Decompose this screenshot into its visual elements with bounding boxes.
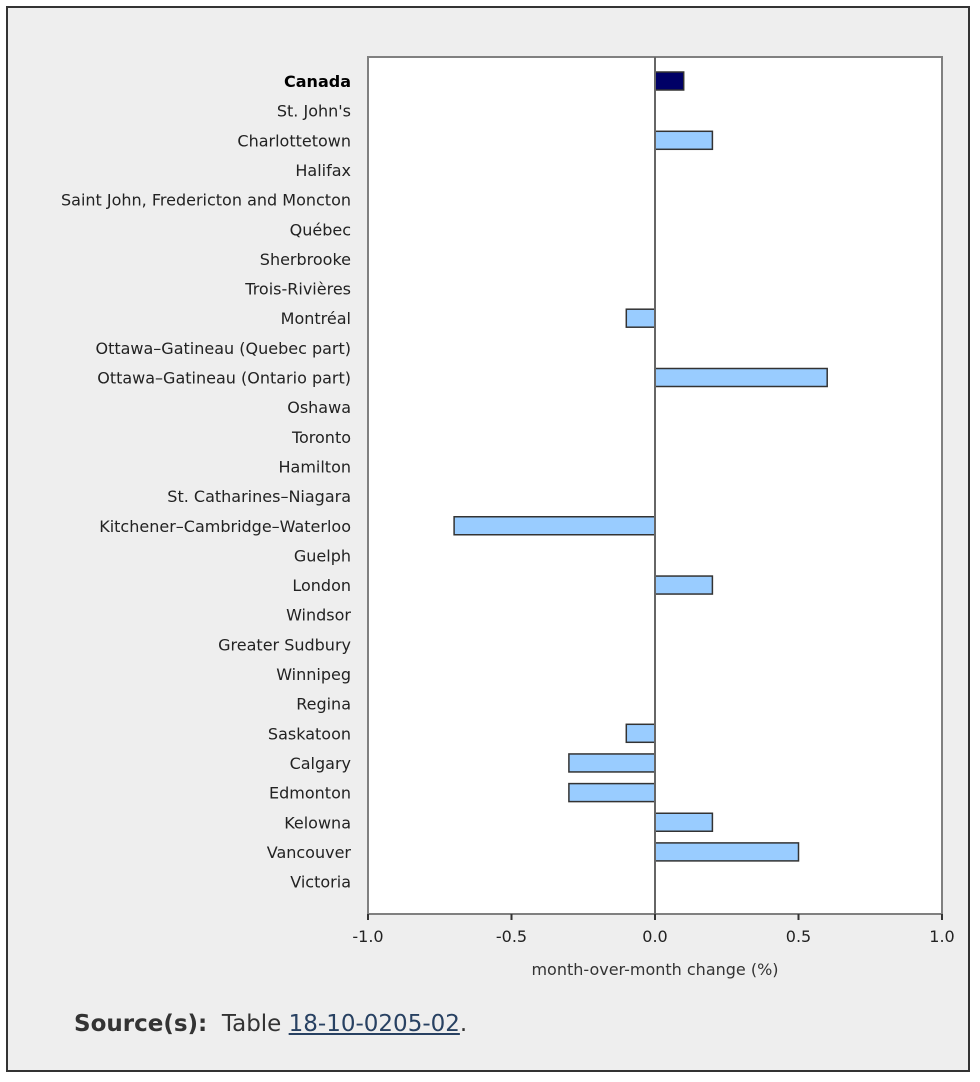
category-label: Canada — [284, 72, 351, 91]
category-label: Victoria — [290, 873, 351, 892]
bar[interactable] — [453, 516, 656, 536]
category-label: Vancouver — [267, 843, 352, 862]
category-label: Oshawa — [287, 398, 351, 417]
category-label: Greater Sudbury — [218, 635, 351, 654]
category-label: Trois-Rivières — [244, 280, 351, 299]
category-label: St. Catharines–Niagara — [167, 487, 351, 506]
x-tick-label: -1.0 — [352, 927, 383, 946]
source-text: Table — [221, 1011, 282, 1037]
bar[interactable] — [625, 723, 656, 744]
bar[interactable] — [654, 812, 714, 832]
category-label: Québec — [290, 220, 351, 239]
x-tick-label: -0.5 — [496, 927, 527, 946]
category-label: Edmonton — [269, 784, 351, 803]
source-note: Source(s): Table 18-10-0205-02. — [74, 1011, 467, 1037]
category-label: St. John's — [277, 102, 351, 121]
category-label: Sherbrooke — [260, 250, 351, 269]
category-label: Kitchener–Cambridge–Waterloo — [99, 517, 351, 536]
source-label: Source(s): — [74, 1011, 208, 1037]
bar[interactable] — [654, 71, 685, 91]
category-label: Guelph — [294, 546, 351, 565]
category-label: Regina — [296, 695, 351, 714]
bar[interactable] — [568, 753, 656, 773]
category-label: Windsor — [286, 606, 351, 625]
category-label: Charlottetown — [237, 131, 351, 150]
category-label: Ottawa–Gatineau (Ontario part) — [97, 369, 351, 388]
category-label: Calgary — [290, 754, 351, 773]
source-table-link[interactable]: 18-10-0205-02 — [288, 1011, 460, 1037]
category-label: London — [292, 576, 351, 595]
x-tick-label: 0.5 — [786, 927, 811, 946]
bar[interactable] — [654, 367, 828, 388]
x-tick-label: 0.0 — [642, 927, 667, 946]
x-axis: -1.0 -0.5 0.0 0.5 1.0 — [352, 914, 955, 946]
category-label: Halifax — [295, 161, 351, 180]
bar[interactable] — [654, 842, 800, 862]
category-label: Montréal — [281, 309, 351, 328]
category-label: Kelowna — [284, 813, 351, 832]
category-labels: Canada St. John's Charlottetown Halifax Sain… — [61, 72, 351, 892]
category-label: Saint John, Fredericton and Moncton — [61, 191, 351, 210]
category-label: Hamilton — [278, 457, 351, 476]
x-tick-label: 1.0 — [929, 927, 954, 946]
bar[interactable] — [625, 308, 656, 328]
bar[interactable] — [568, 782, 656, 803]
source-suffix: . — [459, 1011, 468, 1037]
category-label: Ottawa–Gatineau (Quebec part) — [95, 339, 351, 358]
category-label: Saskatoon — [268, 724, 351, 743]
bar[interactable] — [654, 575, 714, 595]
category-label: Winnipeg — [276, 665, 351, 684]
category-label: Toronto — [291, 428, 351, 447]
x-axis-label: month-over-month change (%) — [531, 960, 778, 979]
bar[interactable] — [654, 130, 714, 151]
